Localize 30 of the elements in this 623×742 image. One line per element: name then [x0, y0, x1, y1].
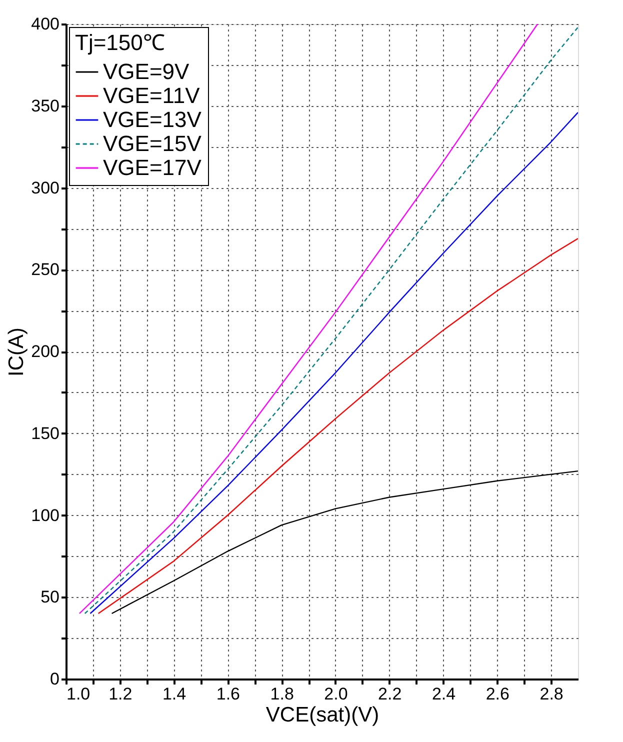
y-tick-label: 100 [31, 506, 60, 525]
x-tick-label: 2.6 [486, 684, 510, 704]
legend-title: Tj=150℃ [75, 30, 165, 55]
x-tick-label: 1.4 [162, 684, 186, 704]
y-tick-label: 400 [31, 14, 60, 34]
legend-label: VGE=11V [103, 83, 200, 108]
x-axis-title: VCE(sat)(V) [266, 704, 380, 726]
x-tick-label: 2.8 [540, 684, 564, 704]
x-tick-label: 2.0 [324, 684, 348, 704]
y-axis-title: IC(A) [5, 328, 28, 376]
x-tick-label: 1.6 [216, 684, 240, 704]
x-tick-label: 1.2 [108, 684, 132, 704]
x-tick-label: 2.2 [378, 684, 402, 704]
y-tick-label: 200 [31, 342, 60, 361]
y-tick-label: 250 [31, 260, 60, 280]
legend-label: VGE=17V [103, 155, 202, 180]
x-tick-label: 2.4 [432, 684, 456, 704]
legend-label: VGE=9V [103, 59, 190, 84]
x-tick-label: 1.0 [66, 684, 90, 704]
y-tick-label: 350 [31, 96, 60, 116]
line-series [111, 470, 578, 614]
line-series [90, 112, 578, 614]
y-tick-label: 0 [50, 670, 60, 688]
legend-label: VGE=15V [103, 131, 202, 156]
line-series [98, 238, 578, 614]
x-tick-label: 1.8 [270, 684, 294, 704]
y-tick-label: 50 [40, 588, 60, 607]
y-tick-label: 300 [31, 178, 60, 198]
y-tick-label: 150 [31, 424, 60, 443]
legend-label: VGE=13V [103, 107, 202, 132]
